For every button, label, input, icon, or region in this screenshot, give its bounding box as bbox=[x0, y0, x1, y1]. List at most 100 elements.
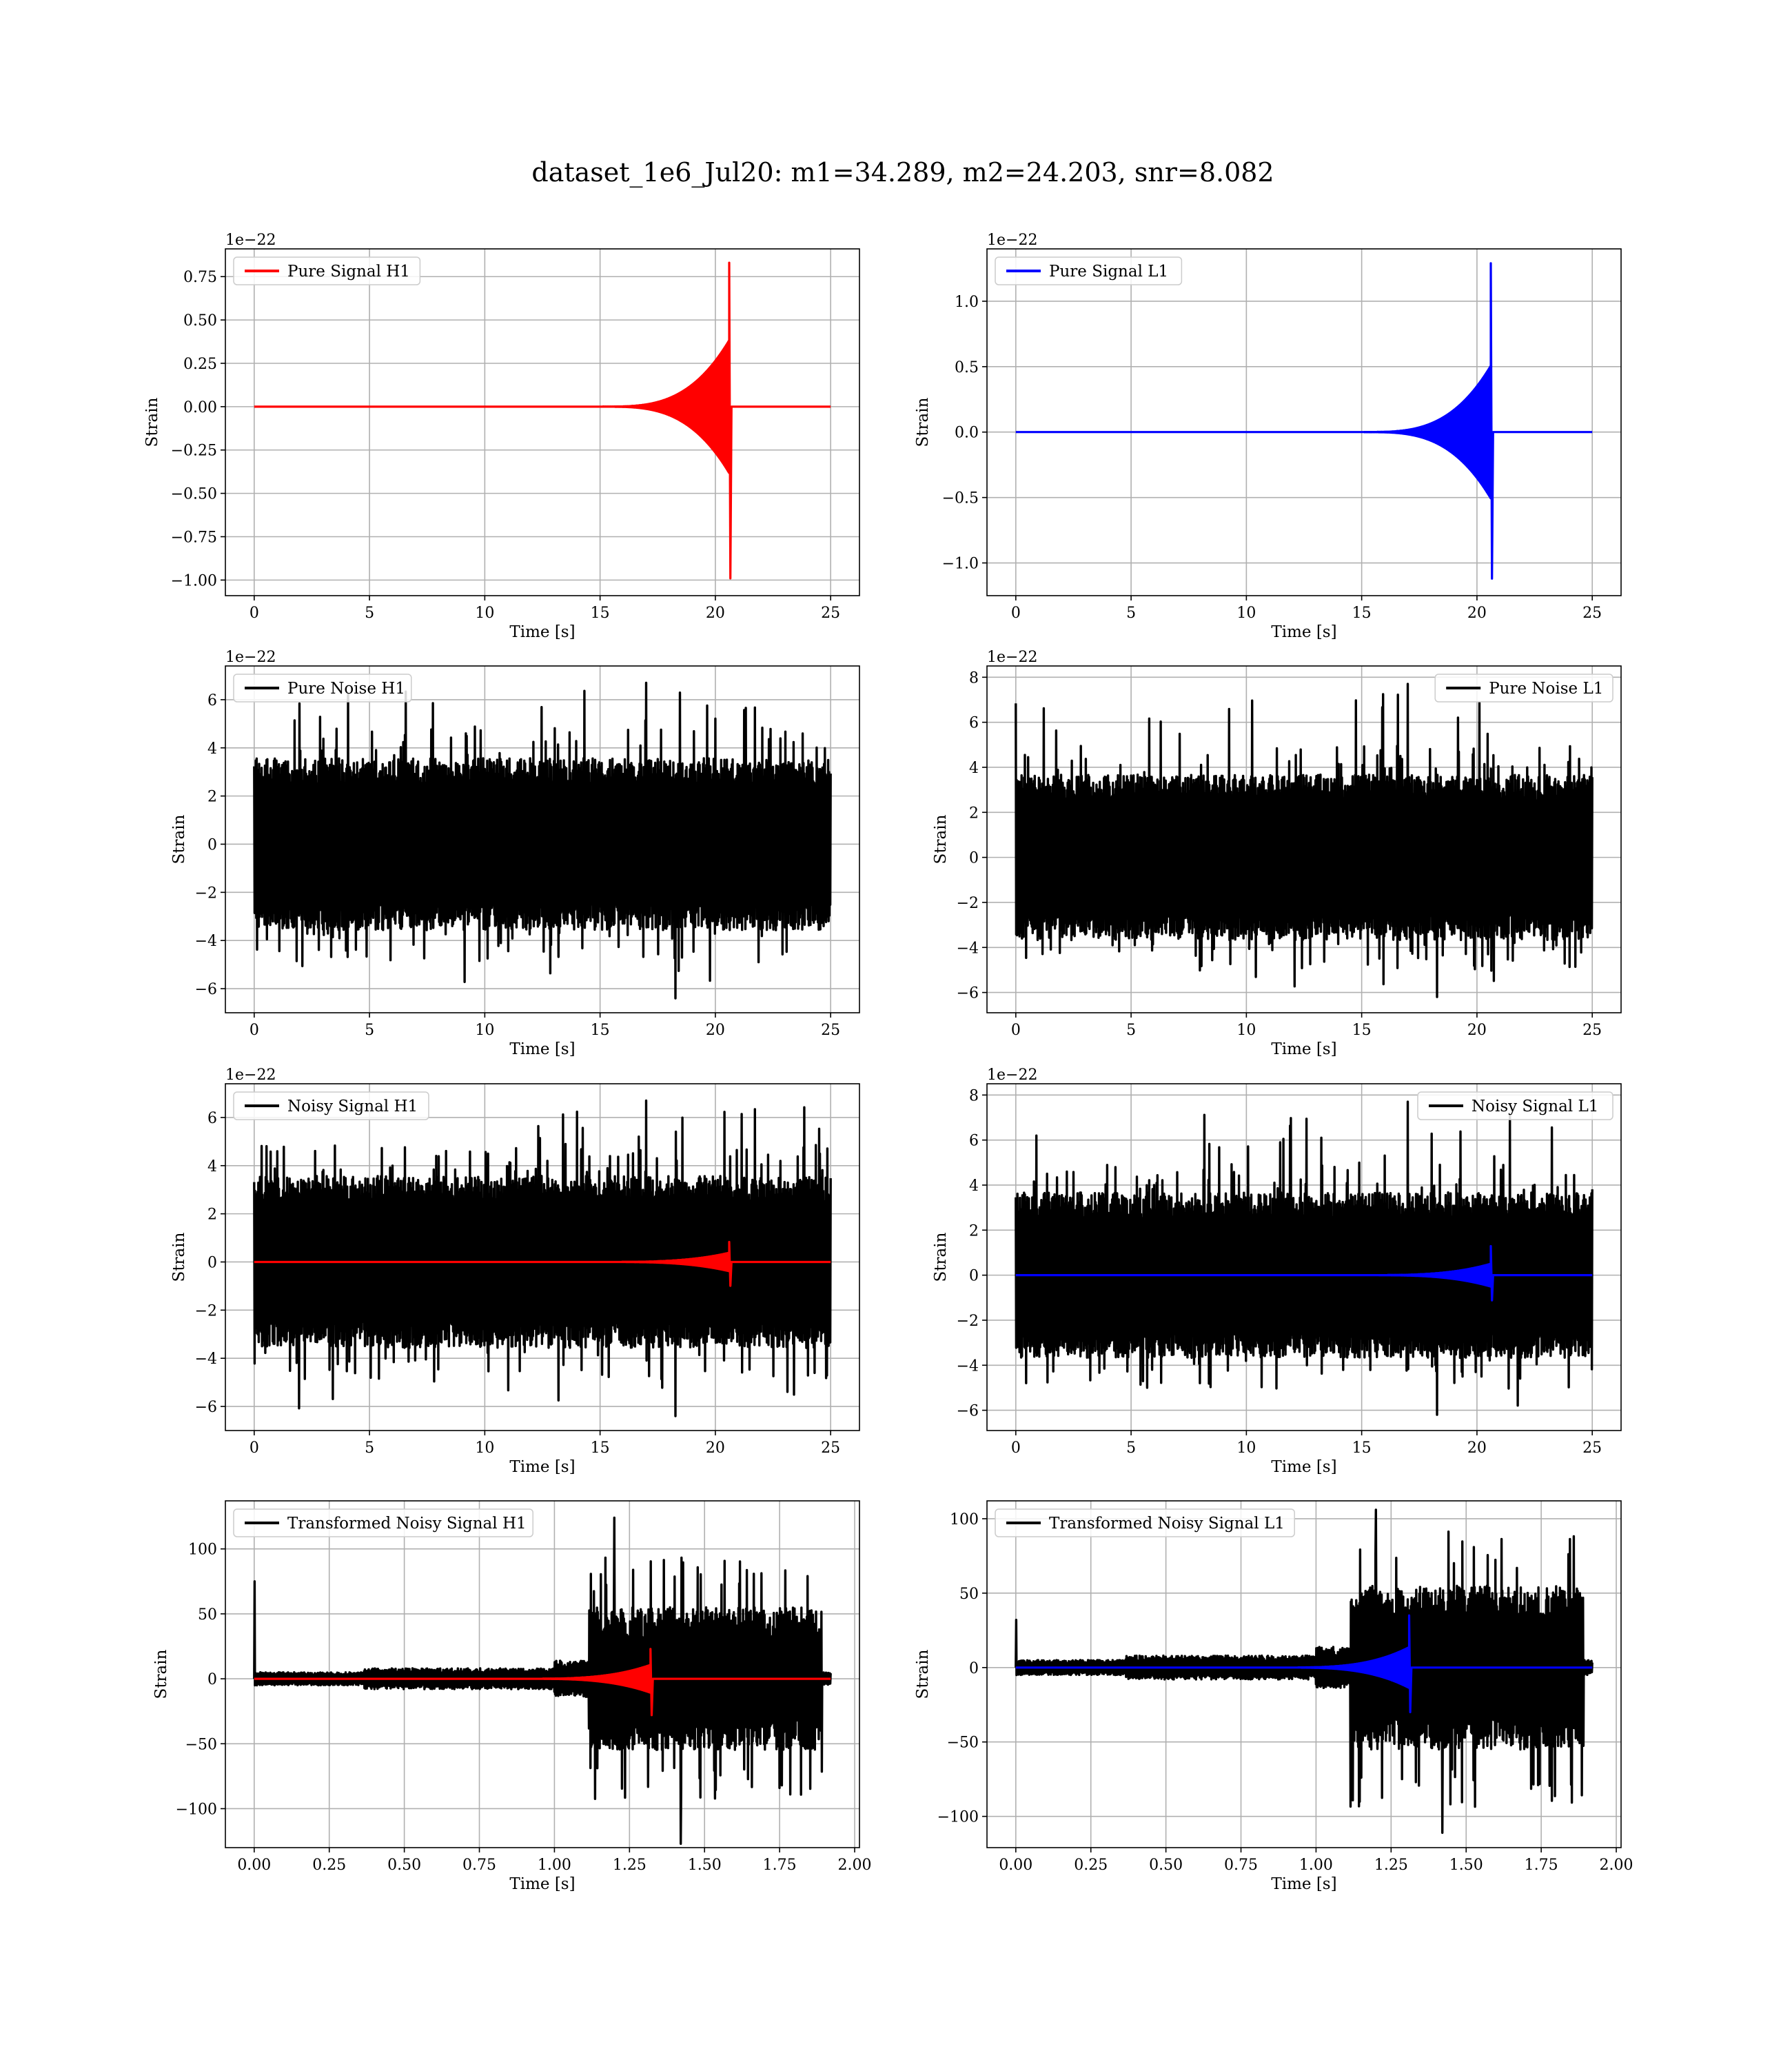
series-line-chirp-1 bbox=[254, 1648, 831, 1717]
x-tick-label: 0.75 bbox=[462, 1857, 496, 1874]
series-line-noise-0 bbox=[1015, 1100, 1594, 1416]
offset-text: 1e−22 bbox=[225, 1067, 276, 1084]
legend-label: Pure Signal H1 bbox=[287, 263, 410, 281]
legend: Transformed Noisy Signal L1 bbox=[995, 1508, 1295, 1537]
y-tick-label: −2 bbox=[195, 885, 217, 902]
axes-frame bbox=[986, 1083, 1622, 1431]
x-tick-label: 25 bbox=[1582, 1022, 1602, 1039]
legend-frame bbox=[1434, 674, 1613, 703]
subplot-pure-signal-l1: 0 5 10 15 20 25 −1.0 −0.5 0.0 0.5 1.0 Time [s] Strai… bbox=[914, 232, 1622, 641]
y-tick-label: −6 bbox=[957, 985, 979, 1002]
series-line-whitened-0 bbox=[253, 1516, 832, 1845]
legend-frame bbox=[233, 256, 421, 285]
x-tick-label: 5 bbox=[1126, 1439, 1136, 1457]
y-tick-label: −0.5 bbox=[942, 490, 979, 507]
y-tick-label: −100 bbox=[937, 1809, 979, 1826]
x-tick-label: 15 bbox=[1352, 1022, 1372, 1039]
y-axis: −6 −4 −2 0 2 4 6 8 bbox=[957, 1087, 987, 1420]
x-tick-label: 0.50 bbox=[387, 1857, 421, 1874]
x-tick-label: 5 bbox=[365, 1439, 374, 1457]
y-tick-label: 0 bbox=[207, 1254, 217, 1271]
x-tick-label: 0.50 bbox=[1149, 1857, 1183, 1874]
x-axis-label: Time [s] bbox=[1271, 1875, 1336, 1893]
plot-area bbox=[1015, 1508, 1594, 1835]
y-tick-label: 0.50 bbox=[183, 312, 217, 330]
subplot-noisy-signal-l1: 0 5 10 15 20 25 −6 −4 −2 0 2 4 6 8 Time [s] Strain 1e−22… bbox=[932, 1067, 1622, 1476]
x-tick-label: 10 bbox=[1236, 1022, 1256, 1039]
x-axis-label: Time [s] bbox=[509, 1458, 575, 1476]
figure-title: dataset_1e6_Jul20: m1=34.289, m2=24.203,… bbox=[531, 157, 1274, 188]
x-tick-label: 0 bbox=[1011, 605, 1021, 622]
y-tick-label: 8 bbox=[969, 669, 979, 687]
offset-text: 1e−22 bbox=[225, 649, 276, 666]
y-tick-label: 2 bbox=[969, 805, 979, 822]
y-tick-label: −0.50 bbox=[171, 486, 217, 503]
y-tick-label: 2 bbox=[969, 1222, 979, 1240]
x-axis: 0.00 0.25 0.50 0.75 1.00 1.25 1.50 1.75 2.00 bbox=[237, 1848, 872, 1874]
offset-text: 1e−22 bbox=[987, 232, 1037, 249]
series-line-noise-0 bbox=[1015, 683, 1594, 998]
grid-lines bbox=[987, 249, 1621, 596]
x-tick-label: 1.75 bbox=[763, 1857, 797, 1874]
x-axis: 0 5 10 15 20 25 bbox=[250, 596, 840, 622]
y-axis: −100 −50 0 50 100 bbox=[937, 1511, 987, 1826]
x-tick-label: 1.00 bbox=[1299, 1857, 1333, 1874]
plot-area bbox=[254, 261, 831, 580]
y-tick-label: 100 bbox=[950, 1511, 979, 1528]
x-tick-label: 15 bbox=[1352, 605, 1372, 622]
y-tick-label: −50 bbox=[185, 1736, 217, 1753]
x-axis: 0 5 10 15 20 25 bbox=[250, 1431, 840, 1457]
series-line-whitened-0 bbox=[1015, 1508, 1594, 1835]
legend: Pure Signal L1 bbox=[995, 256, 1183, 285]
y-axis: −100 −50 0 50 100 bbox=[176, 1542, 225, 1818]
series-line-noise-0 bbox=[253, 1099, 832, 1417]
plot-area bbox=[1015, 262, 1593, 580]
x-axis-label: Time [s] bbox=[1271, 1040, 1336, 1058]
legend-label: Pure Noise H1 bbox=[287, 680, 405, 698]
x-tick-label: 15 bbox=[591, 1439, 610, 1457]
x-tick-label: 20 bbox=[1467, 1022, 1487, 1039]
subplot-pure-noise-l1: 0 5 10 15 20 25 −6 −4 −2 0 2 4 6 8 Time [s] Strain 1e−22… bbox=[932, 649, 1622, 1058]
y-axis-label: Strain bbox=[170, 1232, 188, 1282]
legend-label: Transformed Noisy Signal H1 bbox=[287, 1515, 527, 1533]
y-tick-label: 4 bbox=[207, 740, 217, 758]
x-tick-label: 20 bbox=[1467, 605, 1487, 622]
y-tick-label: 6 bbox=[207, 1110, 217, 1127]
y-tick-label: 50 bbox=[198, 1606, 217, 1624]
y-tick-label: 1.0 bbox=[955, 294, 979, 311]
y-tick-label: 0.25 bbox=[183, 356, 217, 373]
y-tick-label: 0 bbox=[207, 836, 217, 853]
offset-text: 1e−22 bbox=[225, 232, 276, 249]
plot-area bbox=[253, 681, 832, 1000]
x-tick-label: 0 bbox=[250, 1439, 259, 1457]
x-tick-label: 1.75 bbox=[1525, 1857, 1558, 1874]
y-tick-label: 0.0 bbox=[955, 425, 979, 442]
x-tick-label: 1.00 bbox=[538, 1857, 571, 1874]
y-tick-label: −2 bbox=[195, 1302, 217, 1320]
plot-area bbox=[1015, 683, 1594, 998]
plot-area bbox=[253, 1516, 832, 1845]
y-tick-label: −4 bbox=[957, 1357, 979, 1375]
x-tick-label: 0.00 bbox=[999, 1857, 1032, 1874]
y-tick-label: 0.75 bbox=[183, 269, 217, 286]
legend: Noisy Signal L1 bbox=[1417, 1091, 1613, 1120]
legend-frame bbox=[995, 256, 1183, 285]
x-tick-label: 0 bbox=[250, 605, 259, 622]
x-axis-label: Time [s] bbox=[509, 1040, 575, 1058]
legend-label: Pure Noise L1 bbox=[1489, 680, 1603, 698]
series-line-chirp-0 bbox=[254, 261, 831, 580]
y-tick-label: 6 bbox=[207, 692, 217, 709]
y-axis: −1.0 −0.5 0.0 0.5 1.0 bbox=[942, 294, 987, 573]
legend-frame bbox=[233, 1091, 429, 1120]
legend-frame bbox=[995, 1508, 1295, 1537]
y-tick-label: −6 bbox=[957, 1403, 979, 1420]
series-line-chirp-1 bbox=[1015, 1244, 1593, 1302]
axes-frame bbox=[986, 665, 1622, 1013]
legend-label: Pure Signal L1 bbox=[1049, 263, 1168, 281]
y-tick-label: 4 bbox=[207, 1158, 217, 1175]
y-tick-label: 2 bbox=[207, 1206, 217, 1224]
y-tick-label: −4 bbox=[957, 940, 979, 957]
plot-area bbox=[1015, 1100, 1594, 1416]
x-axis-label: Time [s] bbox=[1271, 1458, 1336, 1476]
